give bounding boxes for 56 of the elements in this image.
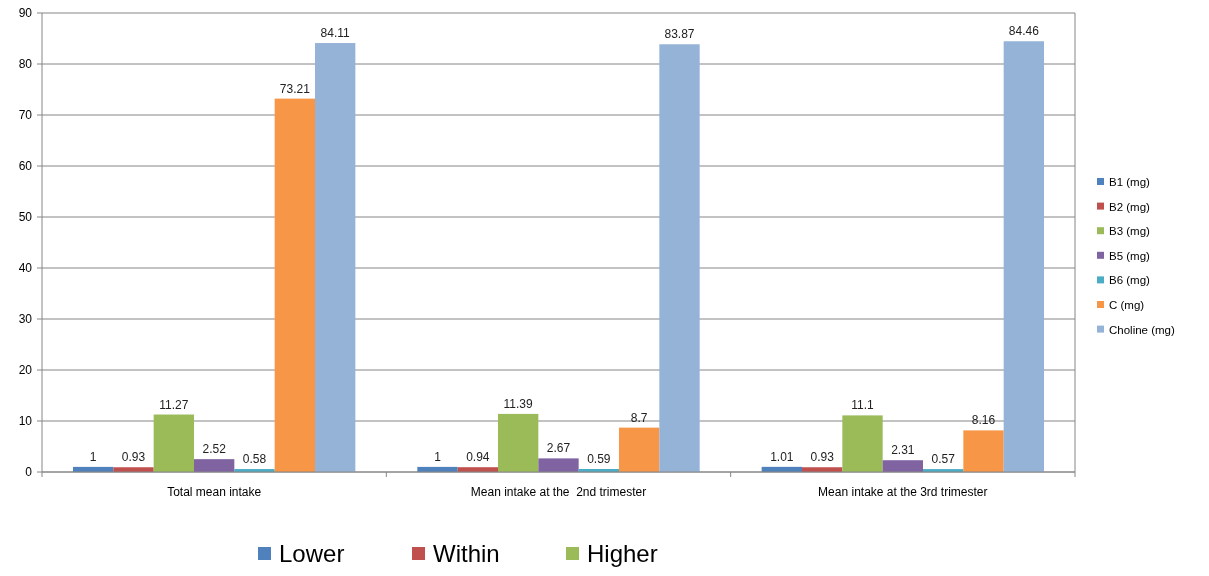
text: Lower [279, 540, 345, 568]
data-label: 1.01 [770, 449, 794, 464]
text: Higher [587, 540, 658, 568]
legend-label: B1 (mg) [1109, 176, 1151, 189]
bar [498, 413, 539, 472]
x-tick-label: Mean intake at the 3rd trimester [818, 485, 988, 499]
data-label: 1 [89, 449, 97, 464]
bar [842, 415, 883, 472]
legend-label: C (mg) [1109, 299, 1145, 312]
data-label: 83.87 [664, 27, 695, 42]
data-label: 0.58 [242, 452, 267, 467]
y-tick-label: 90 [18, 6, 33, 21]
data-label: 11.1 [851, 398, 875, 413]
data-label: 2.52 [202, 442, 227, 457]
y-tick-label: 50 [18, 210, 33, 225]
y-tick-label: 60 [18, 159, 33, 174]
data-label: 8.16 [971, 413, 996, 428]
data-label: 73.21 [279, 81, 311, 96]
data-label: 1 [434, 449, 442, 464]
data-label: 0.93 [810, 450, 835, 465]
y-tick-label: 30 [18, 312, 33, 327]
bar [194, 459, 235, 472]
data-label: 8.7 [630, 410, 648, 425]
data-label: 11.39 [503, 396, 534, 411]
data-label: 2.31 [891, 443, 915, 458]
bar [963, 430, 1004, 472]
x-tick-label: Mean intake at the 2nd trimester [470, 485, 647, 499]
legend-label: B2 (mg) [1109, 200, 1151, 213]
bar [659, 44, 700, 472]
legend-label: B6 (mg) [1109, 274, 1151, 287]
y-tick-label: 80 [18, 57, 33, 72]
y-tick-label: 20 [18, 363, 33, 378]
text: Within [433, 540, 500, 568]
y-tick-label: 10 [18, 414, 33, 429]
data-label: 0.93 [121, 450, 146, 465]
legend-label: B3 (mg) [1109, 225, 1151, 238]
data-label: 0.57 [931, 452, 956, 467]
y-tick-label: 70 [18, 108, 33, 123]
legend-label: B5 (mg) [1109, 249, 1151, 262]
x-tick-label: Total mean intake [167, 485, 262, 499]
data-label: 11.27 [159, 397, 189, 412]
legend-label: Choline (mg) [1109, 323, 1175, 336]
data-label: 84.11 [320, 26, 351, 41]
data-label: 84.46 [1008, 24, 1040, 39]
bar [619, 427, 660, 472]
data-label: 2.67 [546, 441, 571, 456]
data-label: 0.59 [587, 451, 611, 466]
y-tick-label: 40 [18, 261, 33, 276]
data-label: 0.94 [466, 450, 490, 465]
bar [153, 414, 194, 472]
bar [538, 458, 579, 472]
bar [1003, 41, 1045, 472]
bar [882, 460, 923, 472]
bar [315, 43, 356, 472]
bar [274, 98, 316, 472]
y-tick-label: 0 [25, 465, 33, 480]
